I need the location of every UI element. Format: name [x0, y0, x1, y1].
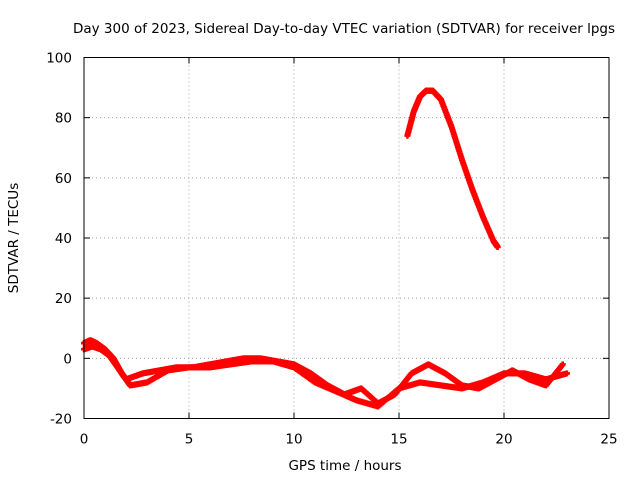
series-low-band-b [81, 343, 566, 407]
data-points [81, 87, 570, 410]
y-tick-label: 60 [55, 171, 72, 187]
axis-ticks: 0 5 10 15 20 25 -20 0 20 40 60 80 100 [46, 51, 617, 448]
series-peak-arc [404, 87, 501, 251]
x-tick-label: 10 [285, 432, 302, 448]
y-tick-label: 40 [55, 231, 72, 247]
y-tick-label: 0 [63, 351, 72, 367]
x-axis-label: GPS time / hours [288, 458, 401, 474]
x-tick-label: 20 [495, 432, 512, 448]
data-point [564, 370, 570, 377]
y-tick-label: -20 [50, 412, 72, 428]
plot-frame [83, 57, 610, 419]
grid-lines [84, 57, 609, 419]
x-tick-label: 0 [80, 432, 89, 448]
chart-title: Day 300 of 2023, Sidereal Day-to-day VTE… [73, 21, 615, 37]
data-point [559, 361, 566, 368]
y-tick-label: 20 [55, 291, 72, 307]
x-tick-label: 15 [390, 432, 407, 448]
y-tick-label: 100 [46, 51, 72, 67]
y-tick-label: 80 [55, 111, 72, 127]
y-axis-label: SDTVAR / TECUs [6, 183, 22, 293]
x-tick-label: 5 [185, 432, 194, 448]
data-point [494, 244, 501, 251]
x-tick-label: 25 [600, 432, 617, 448]
